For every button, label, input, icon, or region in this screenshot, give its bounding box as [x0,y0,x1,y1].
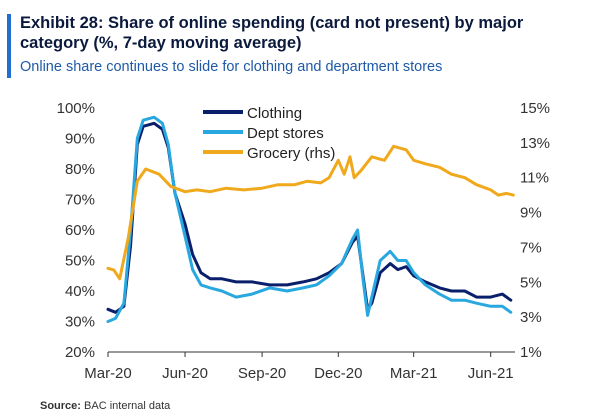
y-right-tick-label: 5% [520,274,542,291]
line-chart: 20% 30% 40% 50% 60% 70% 80% 90% 100% 1% 3% 5% 7% 9% 11… [57,100,550,382]
x-tick-label: Sep-20 [238,365,286,382]
chart-subtitle: Online share continues to slide for clot… [20,59,443,75]
legend-grocery-label: Grocery (rhs) [247,145,335,162]
y-right-tick-label: 15% [520,100,550,117]
x-tick-label: Jun-20 [162,365,208,382]
series-line-clothing [106,121,513,314]
x-tick-label: Mar-20 [84,365,132,382]
x-tick-label: Mar-21 [390,365,438,382]
y-left-tick-label: 20% [65,344,95,361]
y-left-tick-label: 90% [65,131,95,148]
y-right-tick-label: 1% [520,344,542,361]
x-tick-label: Jun-21 [468,365,514,382]
series-line-dept-stores [106,115,513,323]
y-right-tick-label: 11% [520,170,549,187]
y-left-tick-label: 100% [57,100,95,117]
y-left-tick-label: 40% [65,283,95,300]
y-left-tick-label: 30% [65,314,95,331]
legend-clothing-label: Clothing [247,105,302,122]
y-right-tick-label: 3% [520,309,542,326]
y-left-tick-label: 70% [65,192,95,209]
y-left-tick-label: 80% [65,161,95,178]
source-note: Source: BAC internal data [40,400,170,412]
source-text: BAC internal data [84,400,171,412]
y-right-tick-label: 7% [520,239,542,256]
title-accent-bar [7,14,11,78]
y-right-tick-label: 13% [520,135,550,152]
y-left-tick-label: 60% [65,222,95,239]
y-left-tick-label: 50% [65,253,95,270]
chart-title: Exhibit 28: Share of online spending (ca… [20,14,524,52]
y-right-tick-label: 9% [520,205,542,222]
legend-dept-stores-label: Dept stores [247,125,324,142]
series-line-grocery [106,144,515,281]
source-label: Source: [40,400,81,412]
x-tick-label: Dec-20 [314,365,362,382]
